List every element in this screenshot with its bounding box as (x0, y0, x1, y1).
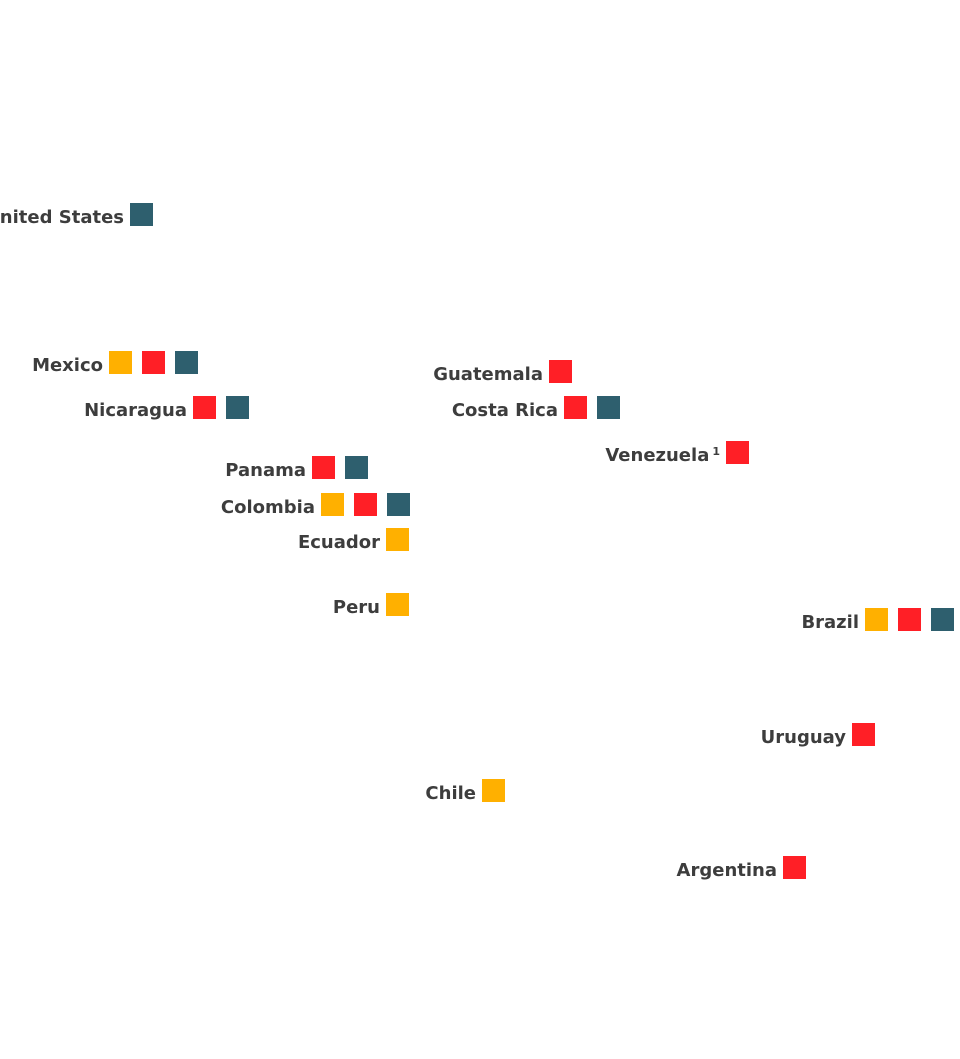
country-label-uruguay: Uruguay (761, 723, 875, 749)
country-name-text: Colombia (220, 497, 315, 518)
country-label-ecuador: Ecuador (298, 528, 409, 554)
category-squares (482, 779, 505, 802)
red-square (312, 456, 335, 479)
yellow-square (386, 593, 409, 616)
country-label-brazil: Brazil (801, 608, 954, 634)
teal-square (387, 493, 410, 516)
country-name-text: Peru (332, 597, 380, 618)
country-label-chile: Chile (425, 779, 505, 805)
country-name-text: Nicaragua (84, 400, 187, 421)
country-name-text: Chile (425, 783, 476, 804)
country-name-text: Venezuela (605, 445, 710, 466)
country-label-guatemala: Guatemala (433, 360, 572, 386)
red-square (564, 396, 587, 419)
country-label-costa-rica: Costa Rica (452, 396, 620, 422)
red-square (549, 360, 572, 383)
country-name: Brazil (801, 612, 859, 634)
category-squares (130, 203, 153, 226)
country-name: United States (0, 207, 124, 229)
category-squares (852, 723, 875, 746)
country-label-mexico: Mexico (32, 351, 198, 377)
footnote-marker: 1 (712, 445, 720, 458)
category-squares (726, 441, 749, 464)
category-squares (312, 456, 368, 479)
country-name: Costa Rica (452, 400, 558, 422)
country-name: Argentina (677, 860, 777, 882)
country-name: Guatemala (433, 364, 543, 386)
country-name: Venezuela 1 (605, 441, 720, 467)
country-name-text: Uruguay (760, 727, 846, 748)
teal-square (226, 396, 249, 419)
red-square (852, 723, 875, 746)
country-name: Panama (225, 460, 306, 482)
red-square (142, 351, 165, 374)
yellow-square (865, 608, 888, 631)
red-square (898, 608, 921, 631)
category-squares (193, 396, 249, 419)
category-squares (386, 528, 409, 551)
red-square (193, 396, 216, 419)
country-label-argentina: Argentina (677, 856, 806, 882)
teal-square (175, 351, 198, 374)
yellow-square (109, 351, 132, 374)
yellow-square (321, 493, 344, 516)
country-name: Uruguay (761, 727, 846, 749)
country-label-united-states: United States (0, 203, 153, 229)
country-name: Chile (425, 783, 476, 805)
country-name: Mexico (32, 355, 103, 377)
category-squares (386, 593, 409, 616)
yellow-square (482, 779, 505, 802)
teal-square (931, 608, 954, 631)
country-name-text: Argentina (676, 860, 777, 881)
country-name: Colombia (221, 497, 315, 519)
category-squares (321, 493, 410, 516)
category-squares (865, 608, 954, 631)
category-squares (549, 360, 572, 383)
country-name: Peru (333, 597, 380, 619)
teal-square (597, 396, 620, 419)
country-label-panama: Panama (225, 456, 368, 482)
red-square (783, 856, 806, 879)
yellow-square (386, 528, 409, 551)
country-name-text: Costa Rica (451, 400, 558, 421)
country-label-peru: Peru (333, 593, 409, 619)
country-name-text: Guatemala (433, 364, 543, 385)
country-name-text: Brazil (801, 612, 859, 633)
category-squares (109, 351, 198, 374)
teal-square (130, 203, 153, 226)
country-name-text: Panama (225, 460, 306, 481)
red-square (726, 441, 749, 464)
country-name-text: Ecuador (297, 532, 380, 553)
category-squares (783, 856, 806, 879)
country-name-text: Mexico (32, 355, 103, 376)
country-name-text: United States (0, 207, 124, 228)
country-label-nicaragua: Nicaragua (84, 396, 249, 422)
red-square (354, 493, 377, 516)
country-name: Ecuador (298, 532, 380, 554)
category-squares (564, 396, 620, 419)
country-label-colombia: Colombia (221, 493, 410, 519)
country-name: Nicaragua (84, 400, 187, 422)
teal-square (345, 456, 368, 479)
country-label-venezuela: Venezuela 1 (605, 441, 749, 467)
